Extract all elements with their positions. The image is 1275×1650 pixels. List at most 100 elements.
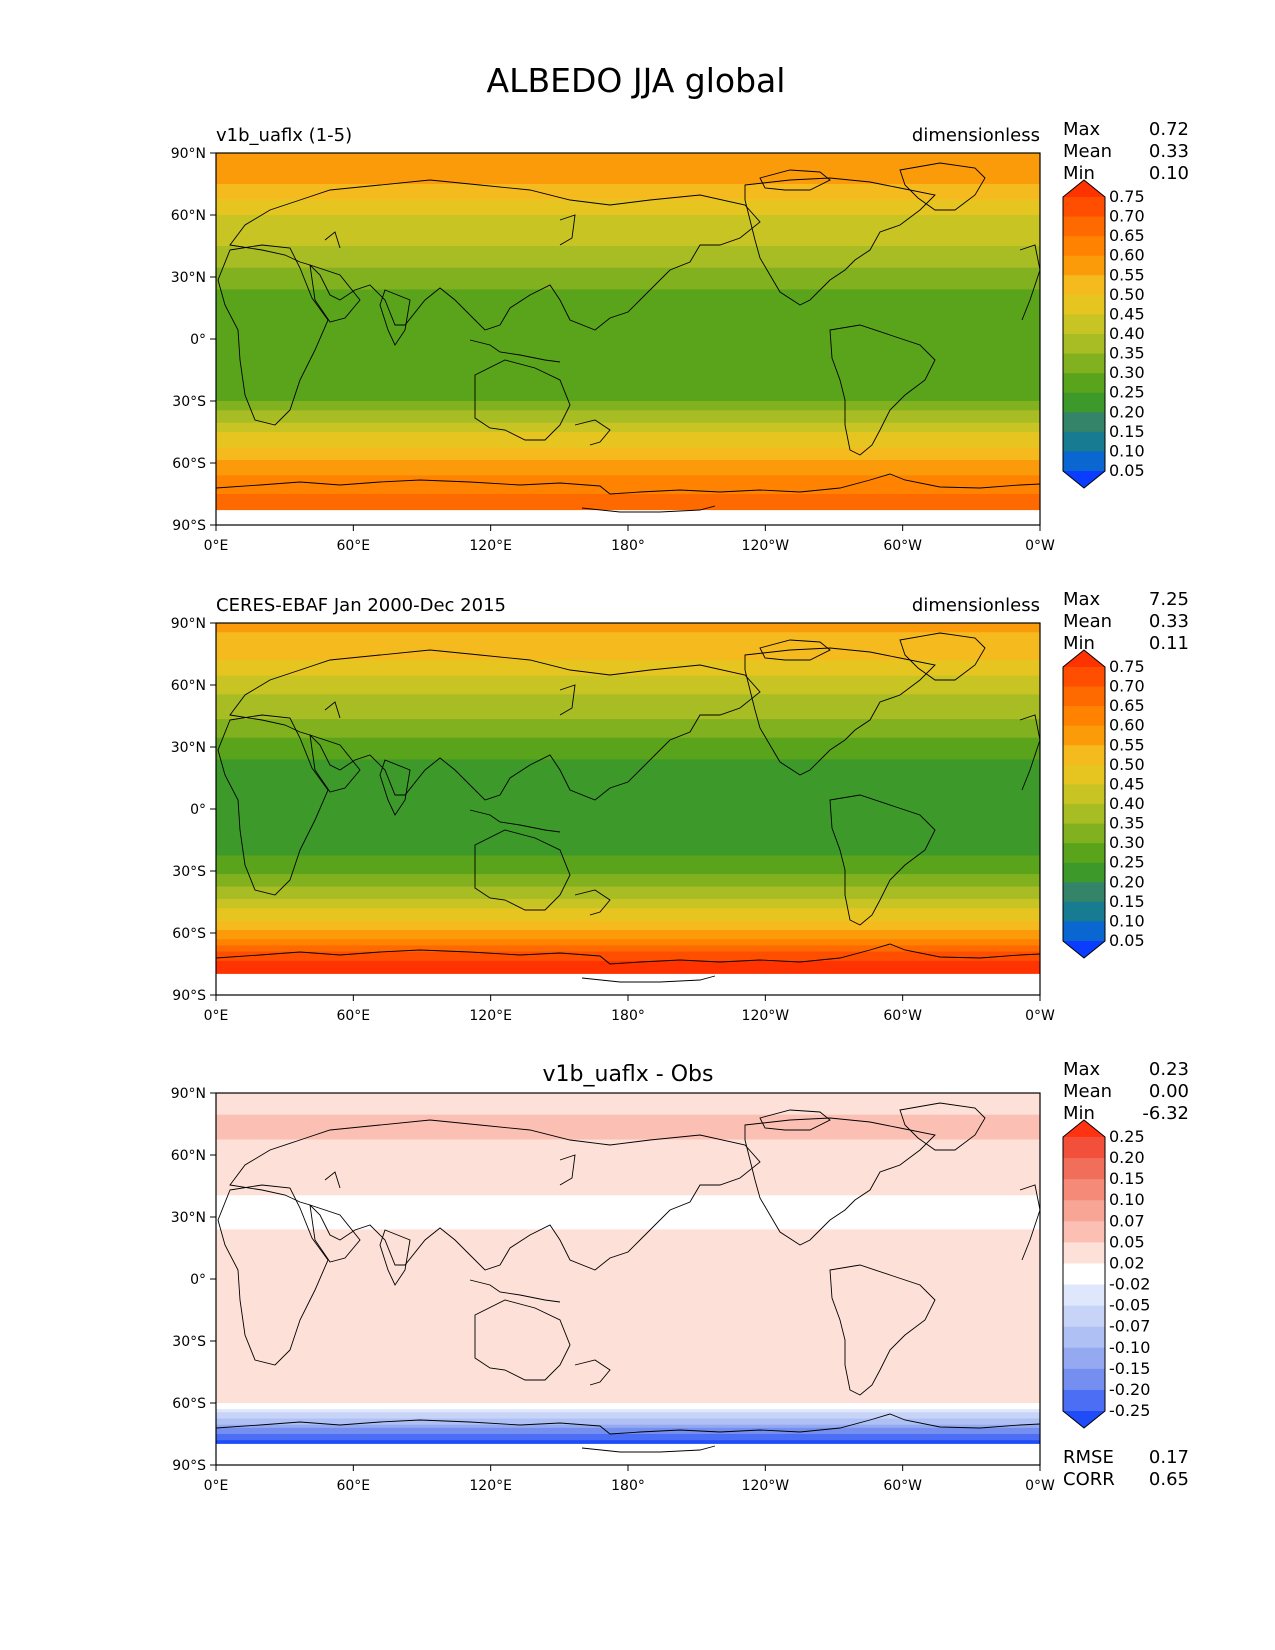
field-band [216, 1359, 1040, 1364]
stat-max-value-obs: 7.25 [1149, 589, 1189, 610]
map-field-diff [216, 1093, 1040, 1444]
field-band [216, 1204, 1040, 1209]
field-band [216, 174, 1040, 179]
field-band [216, 329, 1040, 334]
field-band [216, 833, 1040, 838]
lon-tick-label: 0°W [1025, 1478, 1055, 1494]
field-band [216, 388, 1040, 393]
field-band [216, 1145, 1040, 1150]
colorbar-segment [1063, 882, 1105, 903]
colorbar-segment [1063, 843, 1105, 864]
field-band [216, 416, 1040, 421]
stat-max-label-obs: Max [1063, 589, 1101, 610]
lon-tick-label: 0°W [1025, 1008, 1055, 1024]
field-band [216, 774, 1040, 779]
field-band [216, 1241, 1040, 1246]
field-band [216, 1148, 1040, 1153]
field-band [216, 647, 1040, 652]
field-band [216, 428, 1040, 433]
field-band [216, 731, 1040, 736]
colorbar-segment [1063, 784, 1105, 805]
stat-rmse-value-diff: 0.17 [1149, 1447, 1189, 1468]
colorbar-label: 0.55 [1109, 265, 1145, 284]
colorbar-label: 0.15 [1109, 892, 1145, 911]
colorbar-label: 0.40 [1109, 794, 1145, 813]
field-band [216, 497, 1040, 501]
field-band [216, 255, 1040, 259]
field-band [216, 153, 1040, 157]
field-band [216, 650, 1040, 655]
field-band [216, 335, 1040, 340]
field-band [216, 1434, 1040, 1438]
field-band [216, 781, 1040, 785]
field-band [216, 660, 1040, 664]
field-band [216, 846, 1040, 850]
field-band [216, 503, 1040, 507]
field-band [216, 830, 1040, 835]
colorbar-outline [1062, 1119, 1106, 1429]
stat-max-label-diff: Max [1063, 1059, 1101, 1080]
field-band [216, 208, 1040, 213]
field-band [216, 1201, 1040, 1206]
lon-tick-label: 0°E [204, 1478, 229, 1494]
field-band [216, 277, 1040, 281]
colorbar-label: -0.20 [1109, 1380, 1150, 1399]
field-band [216, 1275, 1040, 1280]
stat-corr-value-diff: 0.65 [1149, 1469, 1189, 1490]
colorbar-label: 0.10 [1109, 1190, 1145, 1209]
colorbar-label: 0.45 [1109, 304, 1145, 323]
field-band [216, 762, 1040, 767]
field-band [216, 1341, 1040, 1345]
field-band [216, 964, 1040, 968]
field-band [216, 242, 1040, 247]
colorbar-segment [1063, 1179, 1105, 1201]
colorbar-label: 0.25 [1109, 1127, 1145, 1146]
lon-tick-label: 60°W [883, 1008, 922, 1024]
lat-tick-label: 90°S [172, 988, 206, 1004]
field-band [216, 385, 1040, 390]
field-band [216, 747, 1040, 751]
colorbar-segment [1063, 275, 1105, 296]
colorbar-segment [1063, 745, 1105, 766]
stat-mean-label-obs: Mean [1063, 611, 1112, 632]
colorbar-label: 0.02 [1109, 1253, 1145, 1272]
colorbar-segment [1063, 862, 1105, 883]
field-band [216, 663, 1040, 667]
field-band [216, 1372, 1040, 1376]
field-band [216, 320, 1040, 325]
field-band [216, 939, 1040, 943]
field-band [216, 230, 1040, 235]
field-band [216, 1139, 1040, 1144]
field-band [216, 1362, 1040, 1367]
colorbar-outline [1062, 649, 1106, 959]
panel-model: v1b_uaflx (1-5) dimensionless 90°N 60°N 30… [171, 119, 1189, 554]
field-band [216, 301, 1040, 306]
colorbar-label: 0.05 [1109, 931, 1145, 950]
colorbar-segment [1063, 1221, 1105, 1243]
field-band [216, 936, 1040, 940]
field-band [216, 626, 1040, 630]
panel-title-center-diff: v1b_uaflx - Obs [543, 1062, 714, 1087]
field-band [216, 1412, 1040, 1416]
field-band [216, 954, 1040, 959]
colorbar-segment [1063, 392, 1105, 413]
field-band [216, 790, 1040, 795]
field-band [216, 463, 1040, 467]
lon-axis-obs: 0°E 60°E 120°E 180° 120°W 60°W 0°W [204, 995, 1055, 1024]
lat-tick-label: 60°N [171, 1148, 206, 1164]
field-band [216, 1424, 1040, 1429]
field-band [216, 177, 1040, 182]
field-band [216, 1427, 1040, 1432]
lat-tick-label: 0° [190, 332, 206, 348]
field-band [216, 1217, 1040, 1221]
field-band [216, 1102, 1040, 1106]
colorbar-segment [1063, 1368, 1105, 1391]
colorbar-label: 0.25 [1109, 383, 1145, 402]
lon-tick-label: 120°W [742, 1008, 790, 1024]
field-band [216, 722, 1040, 726]
field-band [216, 252, 1040, 256]
field-band [216, 190, 1040, 194]
lat-tick-label: 90°N [171, 616, 206, 632]
field-band [216, 233, 1040, 238]
field-band [216, 948, 1040, 953]
